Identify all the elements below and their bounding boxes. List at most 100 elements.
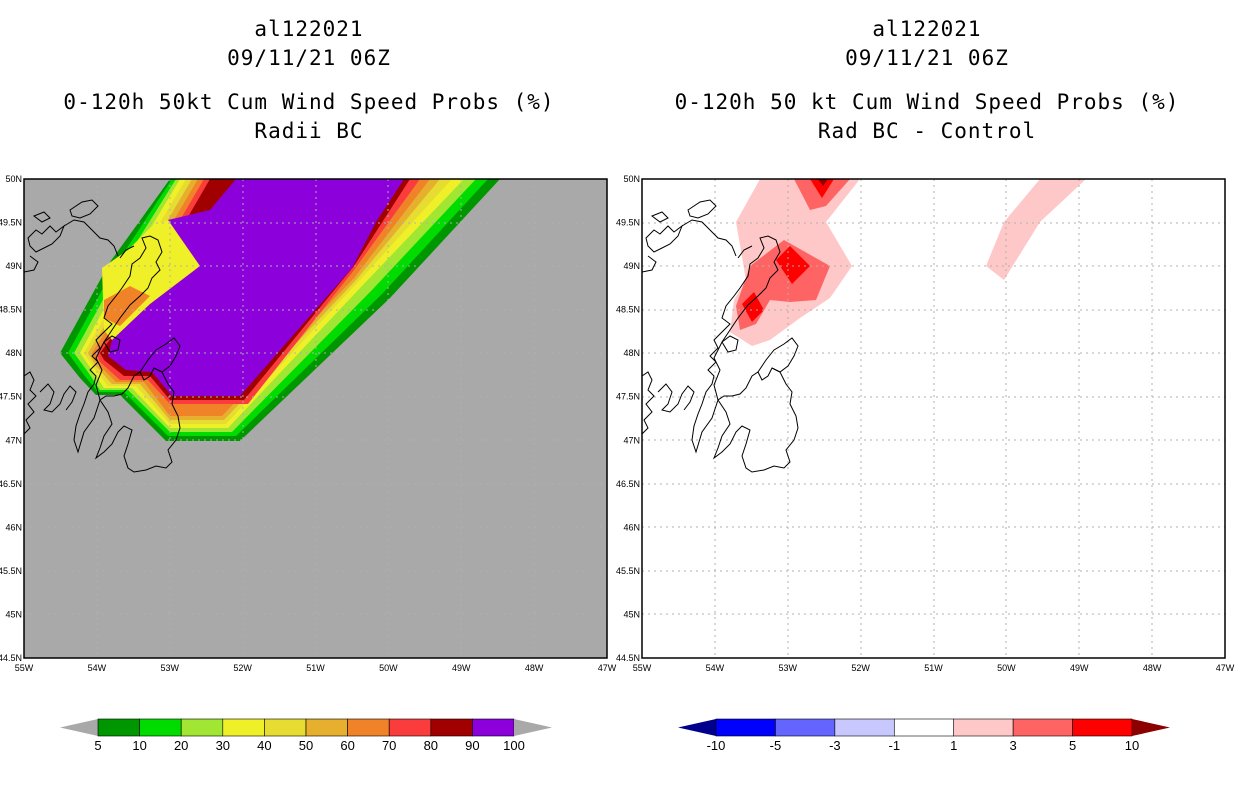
left-colorbar-under-triangle bbox=[60, 719, 98, 736]
right-colorbar-label: -1 bbox=[889, 738, 901, 753]
left-y-tick-label: 49.5N bbox=[0, 218, 22, 228]
right-colorbar-label: -3 bbox=[829, 738, 841, 753]
right-map-background bbox=[642, 179, 1225, 658]
left-colorbar-label: 10 bbox=[132, 738, 146, 753]
right-datetime: 09/11/21 06Z bbox=[845, 46, 1009, 70]
left-colorbar-swatch bbox=[222, 718, 265, 737]
left-colorbar-label: 100 bbox=[503, 738, 525, 753]
left-colorbar-label: 80 bbox=[424, 738, 438, 753]
left-colorbar: 5 10 20 30 40 50 60 70 80 90 100 bbox=[60, 718, 552, 753]
right-colorbar-swatch bbox=[834, 718, 895, 737]
left-product-title: 0-120h 50kt Cum Wind Speed Probs (%) bbox=[63, 90, 555, 114]
left-colorbar-swatch bbox=[139, 718, 182, 737]
right-y-tick-label: 49N bbox=[623, 261, 640, 271]
left-colorbar-label: 30 bbox=[216, 738, 230, 753]
left-colorbar-label: 90 bbox=[465, 738, 479, 753]
left-x-tick-label: 52W bbox=[233, 663, 252, 673]
left-colorbar-swatch bbox=[97, 718, 140, 737]
left-x-tick-label: 55W bbox=[15, 663, 34, 673]
left-map-frame bbox=[23, 178, 608, 659]
left-x-tick-label: 53W bbox=[160, 663, 179, 673]
right-colorbar: -10 -5 -3 -1 1 3 5 10 bbox=[678, 718, 1170, 753]
right-product-title: 0-120h 50 kt Cum Wind Speed Probs (%) bbox=[674, 90, 1180, 114]
left-y-tick-label: 44.5N bbox=[0, 653, 22, 663]
right-x-tick-label: 53W bbox=[778, 663, 797, 673]
left-colorbar-swatch bbox=[472, 718, 515, 737]
right-y-tick-label: 48N bbox=[623, 348, 640, 358]
right-y-tick-label: 48.5N bbox=[616, 305, 640, 315]
left-datetime: 09/11/21 06Z bbox=[227, 46, 391, 70]
right-colorbar-swatch bbox=[1072, 718, 1133, 737]
right-map-frame bbox=[641, 178, 1226, 659]
right-y-tick-label: 49.5N bbox=[616, 218, 640, 228]
left-x-tick-label: 49W bbox=[452, 663, 471, 673]
right-y-tick-label: 50N bbox=[623, 174, 640, 184]
left-y-tick-label: 45.5N bbox=[0, 566, 22, 576]
left-colorbar-swatch bbox=[305, 718, 348, 737]
left-colorbar-label: 50 bbox=[299, 738, 313, 753]
left-x-axis: 55W 54W 53W 52W 51W 50W 49W 48W 47W bbox=[15, 663, 617, 673]
right-x-tick-label: 54W bbox=[706, 663, 725, 673]
right-colorbar-over-triangle bbox=[1132, 719, 1170, 736]
left-grid bbox=[24, 179, 607, 658]
left-y-tick-label: 48N bbox=[5, 348, 22, 358]
left-subtitle: Radii BC bbox=[254, 119, 364, 143]
right-x-axis: 55W 54W 53W 52W 51W 50W 49W 48W 47W bbox=[633, 663, 1235, 673]
left-storm-id: al122021 bbox=[254, 17, 364, 41]
left-colorbar-swatch bbox=[388, 718, 432, 737]
right-subtitle: Rad BC - Control bbox=[817, 119, 1037, 143]
right-colorbar-label: -5 bbox=[770, 738, 782, 753]
right-x-tick-label: 49W bbox=[1070, 663, 1089, 673]
right-x-tick-label: 52W bbox=[851, 663, 870, 673]
left-x-tick-label: 54W bbox=[88, 663, 107, 673]
left-y-tick-label: 47.5N bbox=[0, 392, 22, 402]
left-colorbar-label: 5 bbox=[94, 738, 101, 753]
left-y-tick-label: 50N bbox=[5, 174, 22, 184]
right-map-panel: 55W 54W 53W 52W 51W 50W 49W 48W 47W 50N 49.5N 49N 4… bbox=[616, 174, 1235, 673]
right-colorbar-swatch bbox=[775, 718, 836, 737]
right-y-tick-label: 45N bbox=[623, 609, 640, 619]
right-colorbar-label: 1 bbox=[950, 738, 957, 753]
right-storm-id: al122021 bbox=[872, 17, 982, 41]
left-colorbar-label: 40 bbox=[257, 738, 271, 753]
right-colorbar-swatch bbox=[715, 718, 776, 737]
left-x-tick-label: 48W bbox=[525, 663, 544, 673]
right-y-tick-label: 47.5N bbox=[616, 392, 640, 402]
right-y-tick-label: 46N bbox=[623, 522, 640, 532]
left-colorbar-swatch bbox=[347, 718, 390, 737]
left-y-tick-label: 49N bbox=[5, 261, 22, 271]
right-x-tick-label: 55W bbox=[633, 663, 652, 673]
left-y-tick-label: 48.5N bbox=[0, 305, 22, 315]
right-colorbar-label: 10 bbox=[1125, 738, 1139, 753]
left-colorbar-over-triangle bbox=[514, 719, 552, 736]
left-y-axis: 50N 49.5N 49N 48.5N 48N 47.5N 47N 46.5N 46N 45.5N… bbox=[0, 174, 22, 663]
right-x-tick-label: 47W bbox=[1216, 663, 1235, 673]
right-panel-title: al122021 09/11/21 06Z 0-120h 50 kt Cum W… bbox=[618, 15, 1236, 146]
left-map-panel: 55W 54W 53W 52W 51W 50W 49W 48W 47W 50N 49.5N 49N 4… bbox=[0, 174, 617, 673]
left-x-tick-label: 50W bbox=[379, 663, 398, 673]
right-y-tick-label: 46.5N bbox=[616, 479, 640, 489]
left-y-tick-label: 46N bbox=[5, 522, 22, 532]
right-diff-field bbox=[730, 179, 1086, 346]
right-colorbar-under-triangle bbox=[678, 719, 716, 736]
right-colorbar-label: -10 bbox=[707, 738, 726, 753]
right-x-tick-label: 48W bbox=[1143, 663, 1162, 673]
right-grid bbox=[642, 179, 1225, 658]
right-colorbar-swatch bbox=[893, 718, 955, 737]
right-colorbar-swatch bbox=[1012, 718, 1073, 737]
left-prob-swath bbox=[60, 179, 500, 441]
right-colorbar-label: 5 bbox=[1069, 738, 1076, 753]
left-colorbar-swatch bbox=[264, 718, 307, 737]
right-x-tick-label: 51W bbox=[924, 663, 943, 673]
left-colorbar-swatch bbox=[430, 718, 473, 737]
left-y-tick-label: 45N bbox=[5, 609, 22, 619]
right-x-tick-label: 50W bbox=[997, 663, 1016, 673]
right-y-tick-label: 44.5N bbox=[616, 653, 640, 663]
left-colorbar-label: 70 bbox=[382, 738, 396, 753]
left-colorbar-swatch bbox=[180, 718, 224, 737]
right-y-tick-label: 47N bbox=[623, 435, 640, 445]
left-colorbar-label: 20 bbox=[174, 738, 188, 753]
left-y-tick-label: 47N bbox=[5, 435, 22, 445]
left-panel-title: al122021 09/11/21 06Z 0-120h 50kt Cum Wi… bbox=[0, 15, 618, 146]
